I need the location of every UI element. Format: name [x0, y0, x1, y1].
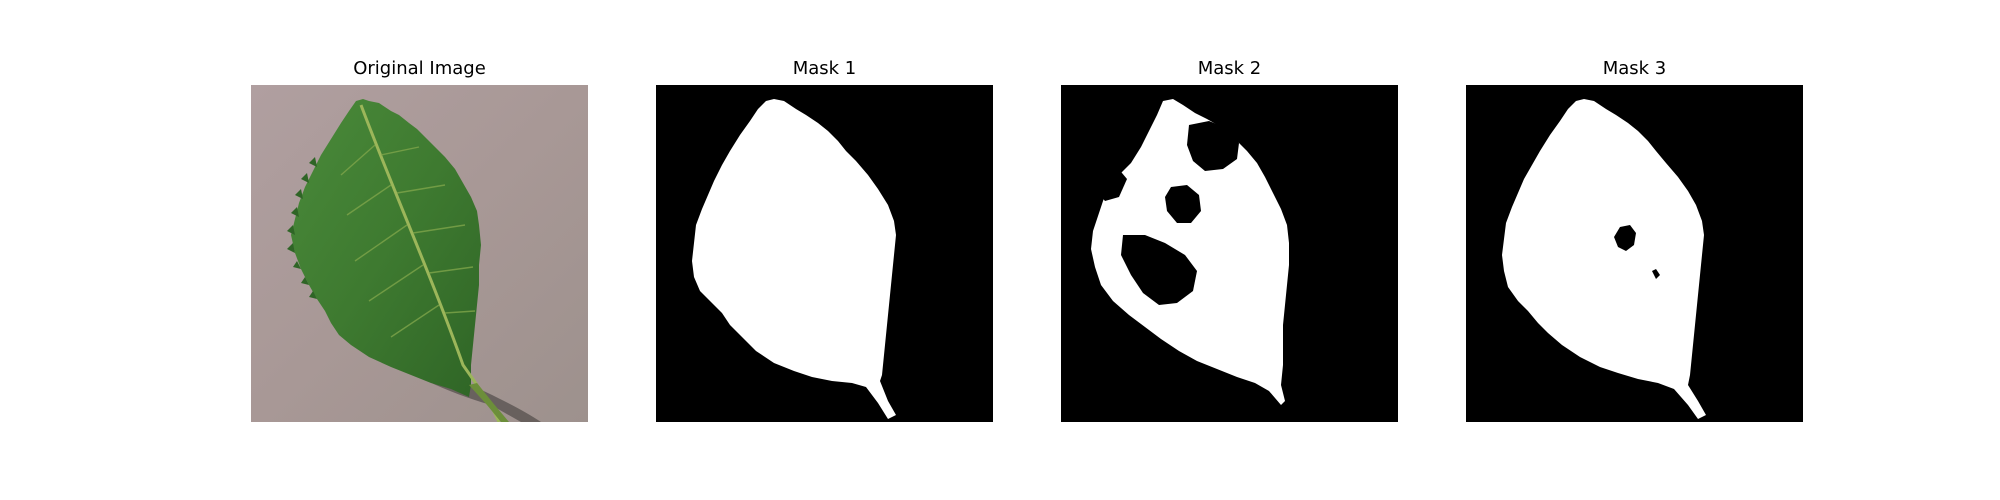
mask-1-image [656, 85, 993, 422]
mask-2-image [1061, 85, 1398, 422]
panel-mask-2: Mask 2 [1061, 0, 1398, 500]
panel-title: Mask 1 [792, 58, 857, 79]
original-leaf-photo [251, 85, 588, 422]
panel-title: Original Image [353, 58, 486, 79]
panel-title: Mask 3 [1602, 58, 1667, 79]
panel-original-image: Original Image [251, 0, 588, 500]
mask-3-image [1466, 85, 1803, 422]
panel-title: Mask 2 [1197, 58, 1262, 79]
panel-mask-3: Mask 3 [1466, 0, 1803, 500]
panel-mask-1: Mask 1 [656, 0, 993, 500]
